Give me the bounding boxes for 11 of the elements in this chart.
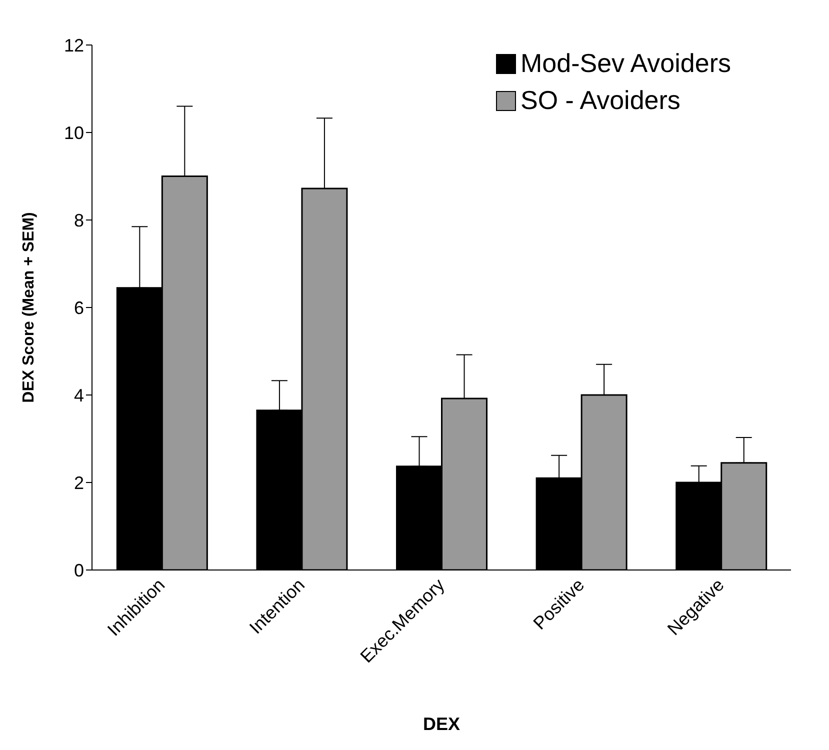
x-axis-title: DEX	[422, 714, 460, 734]
y-tick-label: 12	[64, 35, 84, 56]
y-tick-label: 10	[64, 122, 84, 143]
legend-label: SO - Avoiders	[520, 85, 680, 116]
y-tick-label: 2	[74, 472, 84, 493]
y-tick-label: 6	[74, 298, 84, 318]
y-axis-title: DEX Score (Mean + SEM)	[20, 212, 38, 403]
y-tick-label: 4	[74, 385, 84, 406]
legend-label: Mod-Sev Avoiders	[520, 48, 731, 79]
y-tick-label: 0	[74, 560, 84, 580]
y-tick-label: 8	[74, 210, 84, 230]
